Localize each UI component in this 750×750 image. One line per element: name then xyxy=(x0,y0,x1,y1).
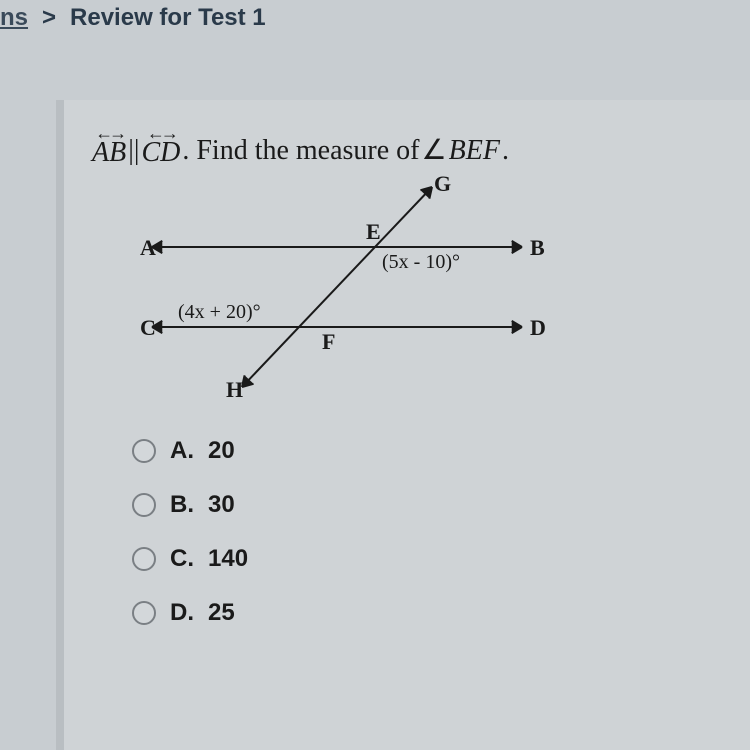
answer-letter: C. xyxy=(170,545,194,573)
point-label-a: A xyxy=(140,235,156,261)
answer-option-d[interactable]: D. 25 xyxy=(132,599,730,627)
point-label-b: B xyxy=(530,235,545,261)
radio-icon[interactable] xyxy=(132,601,156,625)
breadcrumb-sep: > xyxy=(42,4,56,32)
answer-value: 30 xyxy=(208,491,235,519)
point-label-h: H xyxy=(226,377,243,403)
answer-value: 20 xyxy=(208,437,235,465)
breadcrumb-prev[interactable]: ns xyxy=(0,4,28,32)
answer-letter: D. xyxy=(170,599,194,627)
breadcrumb: ns > Review for Test 1 xyxy=(0,0,750,36)
line-ab-symbol: ←→ AB xyxy=(92,128,126,167)
prompt-period: . xyxy=(502,135,509,167)
answer-letter: B. xyxy=(170,491,194,519)
angle-label-bef: (5x - 10)° xyxy=(382,251,460,274)
point-label-c: C xyxy=(140,315,156,341)
point-label-e: E xyxy=(366,219,381,245)
angle-name: BEF xyxy=(449,135,500,167)
question-prompt: ←→ AB || ←→ CD . Find the measure of ∠ B… xyxy=(92,128,730,167)
answer-option-c[interactable]: C. 140 xyxy=(132,545,730,573)
point-label-f: F xyxy=(322,329,335,355)
parallel-symbol: || xyxy=(128,135,139,167)
answer-option-b[interactable]: B. 30 xyxy=(132,491,730,519)
answer-list: A. 20 B. 30 C. 140 D. 25 xyxy=(132,437,730,627)
radio-icon[interactable] xyxy=(132,493,156,517)
geometry-diagram: ABCDEFGH(5x - 10)°(4x + 20)° xyxy=(122,177,562,407)
radio-icon[interactable] xyxy=(132,547,156,571)
breadcrumb-current: Review for Test 1 xyxy=(70,4,266,32)
point-label-d: D xyxy=(530,315,546,341)
line-cd-symbol: ←→ CD xyxy=(141,128,180,167)
diagram-svg xyxy=(122,177,562,407)
question-panel: ←→ AB || ←→ CD . Find the measure of ∠ B… xyxy=(56,100,750,750)
answer-letter: A. xyxy=(170,437,194,465)
answer-value: 25 xyxy=(208,599,235,627)
point-label-g: G xyxy=(434,171,451,197)
radio-icon[interactable] xyxy=(132,439,156,463)
angle-label-cfe: (4x + 20)° xyxy=(178,301,261,324)
prompt-text: . Find the measure of xyxy=(182,135,419,167)
answer-option-a[interactable]: A. 20 xyxy=(132,437,730,465)
answer-value: 140 xyxy=(208,545,248,573)
angle-symbol: ∠ xyxy=(422,133,447,167)
